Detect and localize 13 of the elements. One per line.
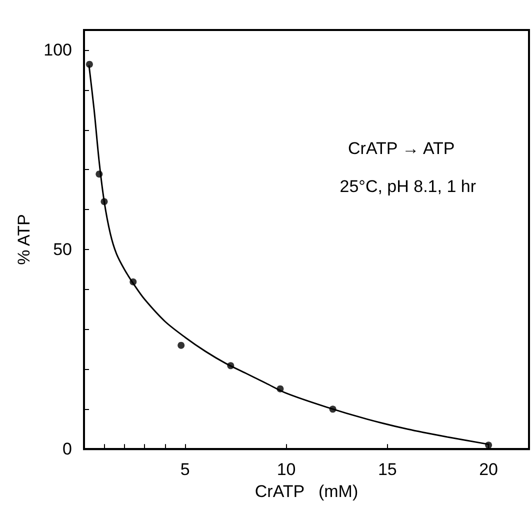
annotation: 25°C, pH 8.1, 1 hr <box>340 177 476 196</box>
x-tick-label: 10 <box>276 460 296 480</box>
y-tick-label: 100 <box>44 40 72 60</box>
point <box>86 60 93 68</box>
y-axis-title: % ATP <box>14 214 34 265</box>
point <box>178 342 185 349</box>
x-tick-label: 15 <box>378 460 397 480</box>
annotation: CrATP → ATP <box>348 139 455 158</box>
x-axis-title: CrATP (mM) <box>254 482 358 501</box>
y-tick-label: 50 <box>53 240 72 260</box>
y-tick-label: 0 <box>62 440 72 459</box>
x-tick-label: 5 <box>180 460 190 480</box>
x-tick-label: 20 <box>479 460 498 480</box>
